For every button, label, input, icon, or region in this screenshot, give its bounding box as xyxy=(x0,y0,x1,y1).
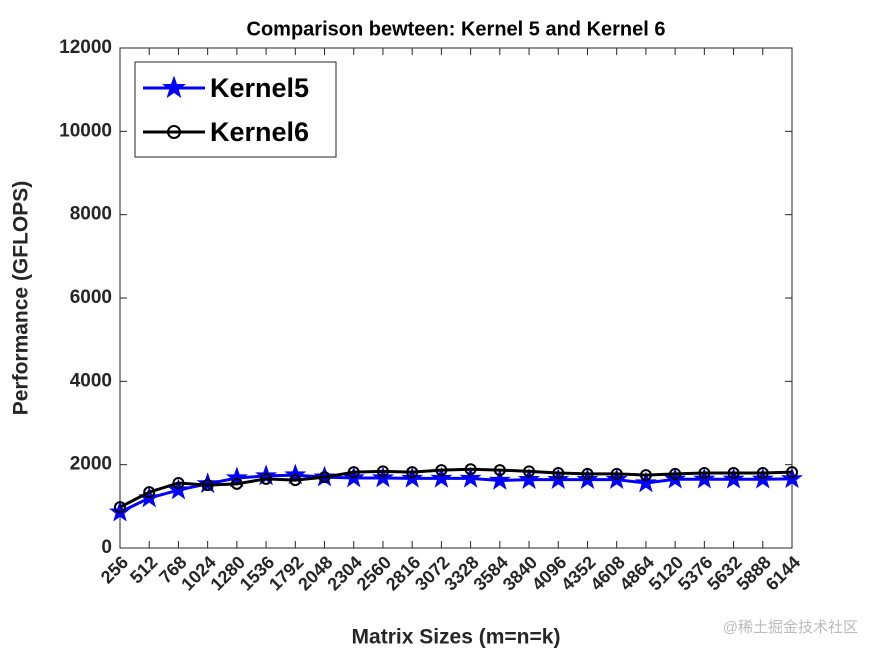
circle-marker xyxy=(756,467,769,479)
circle-marker xyxy=(698,467,711,479)
star-marker xyxy=(196,472,219,494)
circle-marker xyxy=(639,469,652,482)
circle-marker xyxy=(347,466,360,479)
y-tick-label: 10000 xyxy=(59,120,112,141)
legend-marker xyxy=(167,125,181,139)
circle-marker xyxy=(493,464,506,477)
circle-marker xyxy=(114,501,126,514)
circle-marker xyxy=(143,486,156,499)
circle-marker xyxy=(376,465,389,478)
chart-title: Comparison bewteen: Kernel 5 and Kernel … xyxy=(247,18,666,40)
star-marker xyxy=(488,468,511,490)
star-marker xyxy=(459,466,482,488)
circle-marker xyxy=(435,464,448,477)
star-marker xyxy=(167,478,190,500)
circle-marker xyxy=(552,467,565,479)
legend-marker xyxy=(162,75,186,99)
circle-marker xyxy=(786,466,798,479)
circle-marker xyxy=(610,467,623,480)
circle-marker xyxy=(406,466,419,479)
y-tick-label: 8000 xyxy=(70,204,112,225)
y-tick-label: 6000 xyxy=(70,287,112,308)
circle-marker xyxy=(464,463,477,476)
circle-marker xyxy=(260,472,273,485)
legend-label: Kernel5 xyxy=(210,73,309,103)
y-tick-label: 2000 xyxy=(70,454,112,475)
legend-label: Kernel6 xyxy=(210,117,309,147)
circle-marker xyxy=(289,474,302,487)
star-marker xyxy=(518,468,541,490)
circle-marker xyxy=(727,467,740,479)
circle-marker xyxy=(581,467,594,480)
y-tick-label: 0 xyxy=(101,537,112,558)
circle-marker xyxy=(230,477,243,490)
star-marker xyxy=(225,466,248,488)
circle-marker xyxy=(201,479,214,492)
circle-marker xyxy=(172,477,185,489)
circle-marker xyxy=(318,471,331,484)
y-tick-label: 12000 xyxy=(59,37,112,58)
legend-box xyxy=(134,61,337,158)
y-tick-label: 4000 xyxy=(70,370,112,391)
x-axis-label: Matrix Sizes (m=n=k) xyxy=(352,626,561,649)
star-marker xyxy=(430,466,453,488)
star-marker xyxy=(634,471,657,493)
watermark: @稀土掘金技术社区 xyxy=(723,619,858,636)
circle-marker xyxy=(523,465,536,478)
y-axis-label: Performance (GFLOPS) xyxy=(10,181,33,416)
circle-marker xyxy=(669,467,682,480)
